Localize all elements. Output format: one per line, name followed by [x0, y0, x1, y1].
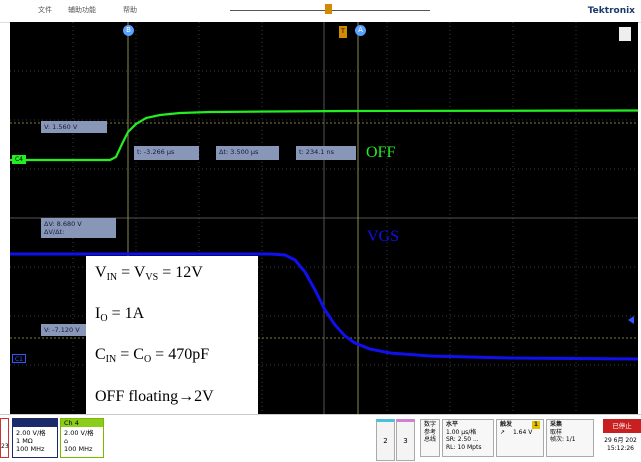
acquisition-mode: 取样: [550, 428, 563, 436]
readout-dvdt-text: ΔV/Δt:: [44, 228, 65, 236]
vvs-sub: VS: [145, 272, 159, 283]
trigger-slope-icon: ↗: [500, 428, 506, 436]
annotation-box: [86, 256, 258, 414]
readout-dt: Δt: 3.500 µs: [216, 146, 279, 160]
horizontal-scale: 1.00 µs/格: [446, 428, 477, 436]
co-sub: O: [143, 354, 152, 365]
c1-channel-marker[interactable]: C1: [12, 354, 26, 363]
horizontal-title: 水平: [446, 421, 459, 428]
date-text: 29 6月 202: [604, 437, 637, 444]
top-right-square[interactable]: [619, 27, 631, 41]
trigger-marker[interactable]: T: [339, 26, 347, 38]
math-ref-bus-button[interactable]: 数字 参考 总线: [420, 419, 440, 457]
acquisition-frames: 帧次: 1/1: [550, 436, 576, 443]
bottom-bar: 23 2.00 V/格 1 MΩ 100 MHz Ch 4 2.00 V/格 ⌂…: [0, 414, 641, 462]
off-label: OFF: [366, 144, 396, 161]
menu-file[interactable]: 文件: [38, 6, 52, 14]
ch1-scale: 2.00 V/格: [16, 429, 46, 437]
right-offset-arrow[interactable]: [628, 316, 634, 324]
io-sub: O: [100, 313, 108, 324]
horizontal-panel[interactable]: 水平 1.00 µs/格 SR: 2.50 ... RL: 10 Mpts: [442, 419, 494, 457]
run-stop-button[interactable]: 已停止: [603, 419, 641, 433]
cin-condition: CIN = CO = 470pF: [95, 346, 209, 365]
readout-t: t: -3.266 µs: [134, 146, 199, 160]
ch1-badge[interactable]: 2.00 V/格 1 MΩ 100 MHz: [12, 418, 58, 458]
off-floating-condition: OFF floating→2V: [95, 388, 214, 405]
readout-v-c4: V: 1.560 V: [41, 121, 107, 133]
math-label: 数字: [424, 421, 437, 428]
trigger-title-row: 触发 1: [500, 421, 540, 429]
trigger-level: 1.64 V: [512, 428, 533, 436]
horizontal-record-length: RL: 10 Mpts: [446, 443, 482, 451]
ch1-impedance: 1 MΩ: [16, 437, 33, 445]
vin-sub: IN: [106, 272, 118, 283]
vvs-v: = V: [117, 264, 146, 281]
cin-value: = 470pF: [151, 346, 210, 363]
io-condition: IO = 1A: [95, 305, 144, 324]
io-i: I: [95, 305, 101, 322]
menu-utility[interactable]: 辅助功能: [68, 6, 96, 14]
acquisition-panel[interactable]: 采集 取样 帧次: 1/1: [546, 419, 594, 457]
ch1-bandwidth: 100 MHz: [16, 445, 45, 453]
io-value: = 1A: [107, 305, 145, 322]
datetime: 29 6月 202 15:12:26: [600, 437, 641, 453]
cursor-b-marker[interactable]: B: [123, 25, 134, 36]
ch3-button[interactable]: 3: [396, 419, 415, 461]
c4-channel-marker[interactable]: C4: [12, 155, 26, 164]
horizontal-sample-rate: SR: 2.50 ...: [446, 436, 479, 443]
bus-label: 总线: [424, 436, 437, 443]
waveform-c1: [10, 252, 638, 361]
ch4-probe-icon: ⌂: [64, 437, 69, 445]
ref-label: 参考: [424, 428, 437, 436]
menu-help[interactable]: 帮助: [123, 6, 137, 14]
vgs-label: VGS: [367, 228, 400, 245]
trigger-title: 触发: [500, 421, 513, 428]
trigger-level-row: ↗ 1.64 V: [500, 429, 540, 437]
ch4-bandwidth: 100 MHz: [64, 445, 93, 453]
ch2-button[interactable]: 2: [376, 419, 395, 461]
vin-v: V: [95, 264, 107, 281]
menu-bar: 文件 辅助功能 帮助 Tektronix: [0, 0, 641, 23]
acquisition-title: 采集: [550, 421, 563, 428]
record-view-marker[interactable]: [325, 4, 332, 14]
waveform-c4: [10, 109, 638, 162]
readout-t2: t: 234.1 ns: [296, 146, 356, 160]
vin-value: = 12V: [158, 264, 203, 281]
co-c: = C: [116, 346, 144, 363]
brand-logo: Tektronix: [587, 6, 635, 16]
ch1-header: [13, 419, 57, 427]
trigger-panel[interactable]: 触发 1 ↗ 1.64 V: [496, 419, 544, 457]
ch4-scale: 2.00 V/格: [64, 429, 94, 437]
ch4-badge[interactable]: Ch 4 2.00 V/格 ⌂ 100 MHz: [60, 418, 104, 458]
readout-dv: ΔV: 8.680 V ΔV/Δt:: [41, 218, 116, 238]
left-partial-box[interactable]: 23: [0, 418, 9, 458]
cin-c: C: [95, 346, 106, 363]
time-text: 15:12:26: [607, 445, 634, 452]
ch4-title: Ch 4: [61, 419, 103, 427]
vin-condition: VIN = VVS = 12V: [95, 264, 203, 283]
cursor-a-marker[interactable]: A: [355, 25, 366, 36]
readout-dv-text: ΔV: 8.680 V: [44, 220, 82, 228]
cin-sub: IN: [105, 354, 117, 365]
trigger-source: 1: [531, 421, 540, 429]
